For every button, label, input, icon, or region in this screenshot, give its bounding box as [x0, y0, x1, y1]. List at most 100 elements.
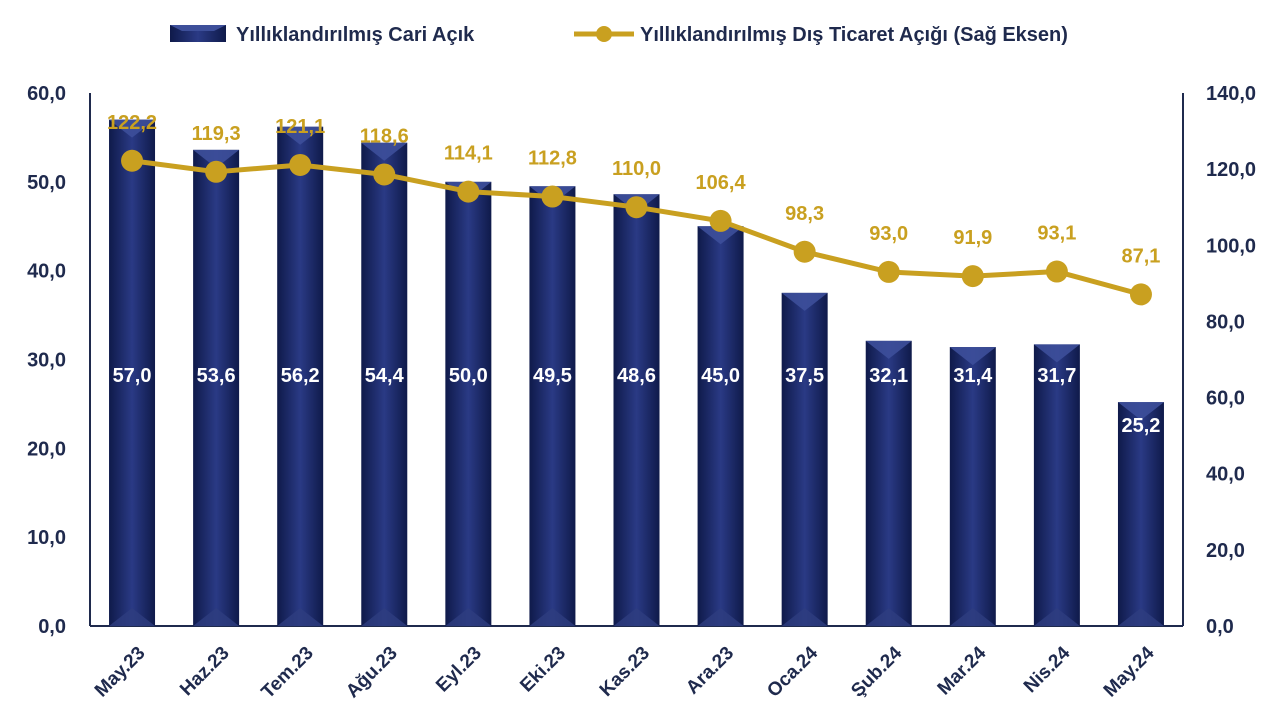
line-point [121, 149, 144, 172]
bar-bottom-bevel [109, 608, 156, 626]
bar-series [109, 119, 1164, 627]
line-point [877, 260, 900, 283]
bar-bottom-bevel [529, 608, 576, 626]
bar-group [361, 142, 408, 626]
legend-label-line: Yıllıklandırılmış Dış Ticaret Açığı (Sağ… [640, 24, 1068, 46]
line-point [625, 196, 648, 219]
x-tick-label: Eki.23 [516, 643, 570, 697]
y-tick-right: 100,0 [1206, 235, 1256, 257]
legend-line-marker [596, 26, 612, 42]
y-tick-left: 60,0 [27, 83, 66, 105]
bar-data-label: 25,2 [1121, 415, 1160, 437]
bar [361, 142, 408, 626]
bar-bottom-bevel [781, 608, 828, 626]
bar-group [529, 186, 576, 626]
bar-group [613, 194, 660, 626]
bar-bottom-bevel [949, 608, 996, 626]
bar-bottom-bevel [697, 608, 744, 626]
line-point [1045, 260, 1068, 283]
line-point [457, 180, 480, 203]
bar-data-label: 37,5 [785, 365, 824, 387]
bar [865, 340, 912, 626]
bar-data-label: 45,0 [701, 365, 740, 387]
bar-group [697, 226, 744, 626]
bar-top-bevel [781, 292, 828, 311]
line-data-label: 122,2 [107, 112, 157, 134]
legend-bar-bevel [170, 25, 226, 31]
bar-top-bevel [1117, 402, 1164, 421]
line-data-label: 93,0 [869, 223, 908, 245]
bar-bottom-bevel [613, 608, 660, 626]
bar-group [865, 340, 912, 626]
bar-top-bevel [949, 347, 996, 366]
bar [1117, 402, 1164, 626]
legend: Yıllıklandırılmış Cari Açık Yıllıklandırı… [170, 24, 1068, 46]
x-tick-label: Kas.23 [596, 643, 654, 701]
y-tick-left: 10,0 [27, 527, 66, 549]
line-point [205, 160, 228, 183]
y-tick-left: 40,0 [27, 261, 66, 283]
bar-top-bevel [109, 119, 156, 138]
bar-bottom-bevel [361, 608, 408, 626]
y-tick-left: 50,0 [27, 172, 66, 194]
y-tick-right: 140,0 [1206, 83, 1256, 105]
y-tick-left: 20,0 [27, 438, 66, 460]
bar-top-bevel [361, 142, 408, 161]
x-tick-label: Şub.24 [847, 642, 906, 701]
line-data-label: 93,1 [1037, 223, 1076, 245]
line-point [793, 240, 816, 263]
bar-bottom-bevel [445, 608, 492, 626]
y-tick-right: 60,0 [1206, 388, 1245, 410]
bar [529, 186, 576, 626]
line-point [1129, 283, 1152, 306]
line-data-label: 119,3 [192, 123, 241, 145]
x-tick-label: May.24 [1100, 642, 1159, 701]
line-point [289, 153, 312, 176]
line-point [961, 265, 984, 288]
line-data-label: 98,3 [785, 203, 824, 225]
x-tick-label: Nis.24 [1020, 642, 1075, 697]
bar-data-label: 54,4 [365, 365, 405, 387]
bar-bottom-bevel [865, 608, 912, 626]
bar-data-label: 56,2 [281, 365, 320, 387]
line-data-label: 110,0 [612, 158, 661, 180]
bar-top-bevel [697, 226, 744, 245]
line-point [541, 185, 564, 208]
y-tick-right: 0,0 [1206, 616, 1234, 638]
y-tick-left: 0,0 [38, 616, 66, 638]
bar-top-bevel [277, 126, 324, 145]
bar-group [781, 292, 828, 626]
data-labels: 57,0 53,6 56,2 54,4 50,0 49,5 48,6 45,0 37,5 32,1… [107, 112, 1160, 437]
line-data-label: 106,4 [696, 172, 747, 194]
bar-top-bevel [193, 149, 240, 168]
bar [193, 149, 240, 626]
line-data-label: 118,6 [360, 125, 409, 147]
bar-bottom-bevel [277, 608, 324, 626]
x-tick-label: Haz.23 [176, 643, 233, 700]
bar-bottom-bevel [193, 608, 240, 626]
x-tick-label: Mar.24 [934, 642, 991, 699]
bar-data-label: 32,1 [869, 365, 908, 387]
x-tick-label: May.23 [91, 643, 150, 702]
bar [1033, 344, 1080, 626]
bar-data-label: 50,0 [449, 365, 488, 387]
y-tick-right: 120,0 [1206, 159, 1256, 181]
x-tick-label: Ağu.23 [342, 643, 402, 703]
line-series [121, 149, 1152, 306]
x-tick-label: Oca.24 [763, 642, 822, 701]
x-tick-label: Eyl.23 [432, 643, 486, 697]
bar [613, 194, 660, 626]
bar-bottom-bevel [1033, 608, 1080, 626]
bar-data-label: 53,6 [197, 365, 236, 387]
bar-data-label: 31,7 [1037, 365, 1076, 387]
bar-data-label: 48,6 [617, 365, 656, 387]
line-data-label: 121,1 [275, 116, 325, 138]
bar [277, 126, 324, 627]
bar [949, 347, 996, 626]
bar-bottom-bevel [1117, 608, 1164, 626]
bar [697, 226, 744, 626]
line-data-label: 114,1 [444, 143, 493, 165]
bar-data-label: 31,4 [953, 365, 993, 387]
